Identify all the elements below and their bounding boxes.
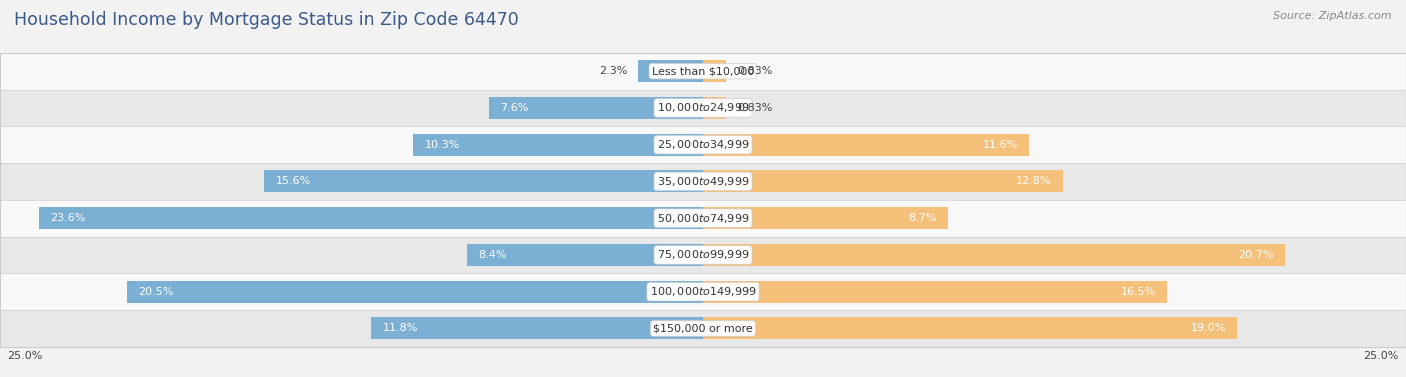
Text: $25,000 to $34,999: $25,000 to $34,999	[657, 138, 749, 151]
Bar	[0, 53, 1406, 90]
Text: 11.6%: 11.6%	[983, 139, 1018, 150]
Bar	[467, 244, 703, 266]
Text: Source: ZipAtlas.com: Source: ZipAtlas.com	[1274, 11, 1392, 21]
Text: 0.83%: 0.83%	[738, 66, 773, 76]
Text: Household Income by Mortgage Status in Zip Code 64470: Household Income by Mortgage Status in Z…	[14, 11, 519, 29]
Text: 2.3%: 2.3%	[599, 66, 627, 76]
Bar	[638, 60, 703, 82]
Bar	[413, 134, 703, 156]
Text: 10.3%: 10.3%	[425, 139, 460, 150]
Bar	[264, 170, 703, 193]
Bar	[703, 207, 948, 229]
Text: 23.6%: 23.6%	[51, 213, 86, 223]
Text: 8.7%: 8.7%	[908, 213, 936, 223]
Bar	[703, 134, 1029, 156]
Bar	[0, 90, 1406, 126]
Text: 20.5%: 20.5%	[138, 287, 173, 297]
Text: Less than $10,000: Less than $10,000	[652, 66, 754, 76]
Bar	[39, 207, 703, 229]
Bar	[0, 163, 1406, 200]
Text: 19.0%: 19.0%	[1191, 323, 1226, 334]
Bar	[703, 60, 727, 82]
Text: 11.8%: 11.8%	[382, 323, 418, 334]
Text: $75,000 to $99,999: $75,000 to $99,999	[657, 248, 749, 261]
Bar	[0, 273, 1406, 310]
Text: 8.4%: 8.4%	[478, 250, 506, 260]
Bar	[371, 317, 703, 339]
Bar	[489, 97, 703, 119]
Text: 16.5%: 16.5%	[1121, 287, 1156, 297]
Text: 25.0%: 25.0%	[7, 351, 42, 361]
Bar	[703, 280, 1167, 303]
Bar	[0, 200, 1406, 237]
Text: 0.83%: 0.83%	[738, 103, 773, 113]
Text: 15.6%: 15.6%	[276, 176, 311, 187]
Bar	[703, 97, 727, 119]
Bar	[703, 244, 1285, 266]
Text: 25.0%: 25.0%	[1364, 351, 1399, 361]
Bar	[703, 170, 1063, 193]
Text: 7.6%: 7.6%	[501, 103, 529, 113]
Bar	[0, 237, 1406, 273]
Text: $50,000 to $74,999: $50,000 to $74,999	[657, 212, 749, 225]
Text: 12.8%: 12.8%	[1017, 176, 1052, 187]
Bar	[0, 126, 1406, 163]
Text: $150,000 or more: $150,000 or more	[654, 323, 752, 334]
Text: $10,000 to $24,999: $10,000 to $24,999	[657, 101, 749, 114]
Text: 20.7%: 20.7%	[1239, 250, 1274, 260]
Text: $100,000 to $149,999: $100,000 to $149,999	[650, 285, 756, 298]
Text: $35,000 to $49,999: $35,000 to $49,999	[657, 175, 749, 188]
Bar	[703, 317, 1237, 339]
Bar	[0, 310, 1406, 347]
Bar	[127, 280, 703, 303]
